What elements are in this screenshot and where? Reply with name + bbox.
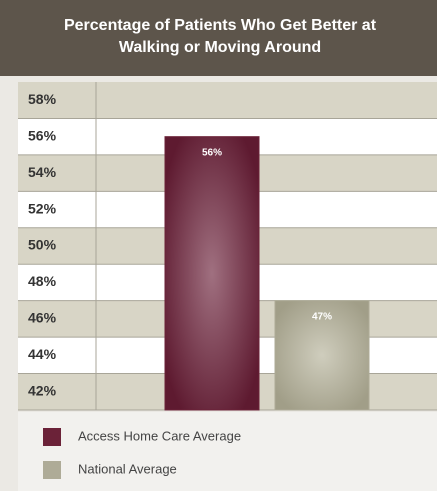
title-band	[0, 0, 437, 76]
chart-title: Percentage of Patients Who Get Better at…	[64, 17, 377, 56]
legend-swatch	[43, 461, 61, 479]
row-band	[18, 82, 437, 119]
value-label: 56%	[202, 147, 222, 158]
y-tick-label: 42%	[28, 382, 57, 398]
y-tick-label: 46%	[28, 310, 57, 326]
y-tick-label: 48%	[28, 273, 57, 289]
legend-label: National Average	[78, 461, 177, 476]
y-tick-label: 54%	[28, 164, 57, 180]
y-tick-label: 58%	[28, 91, 57, 107]
legend-box	[18, 412, 437, 491]
y-tick-label: 56%	[28, 127, 57, 143]
y-tick-label: 44%	[28, 346, 57, 362]
legend-swatch	[43, 428, 61, 446]
bar	[274, 300, 370, 411]
value-label: 47%	[312, 311, 332, 322]
bar	[164, 136, 260, 411]
y-tick-label: 50%	[28, 237, 57, 253]
y-tick-label: 52%	[28, 200, 57, 216]
legend-label: Access Home Care Average	[78, 428, 241, 443]
